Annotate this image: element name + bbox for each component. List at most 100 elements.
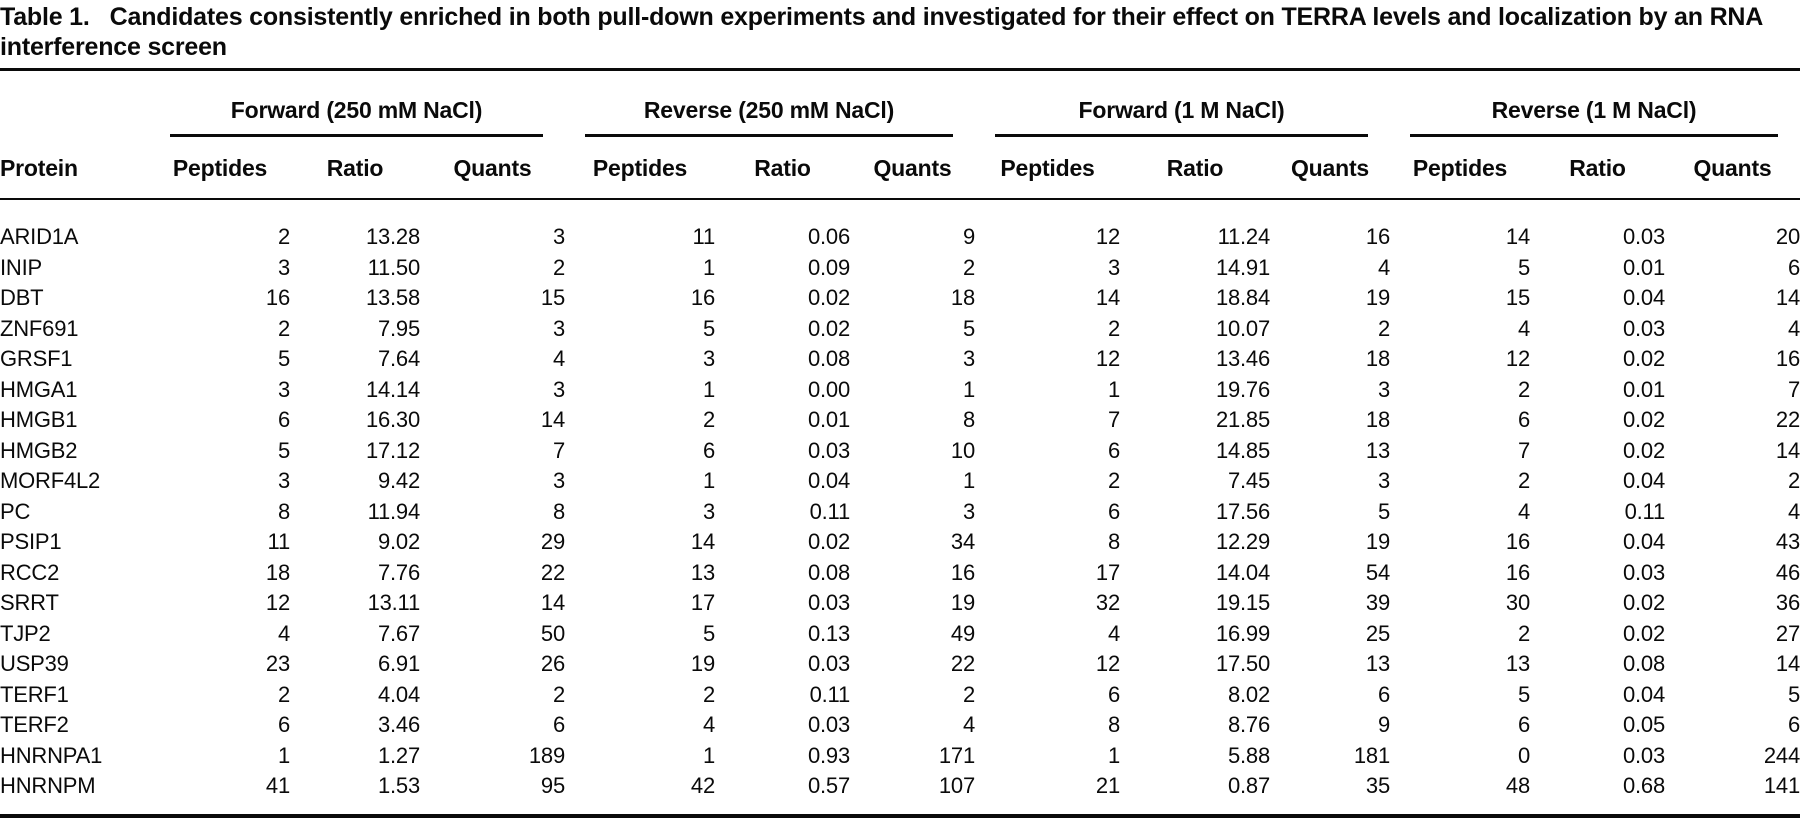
value-cell: 0.93 bbox=[807, 742, 850, 768]
value-cell: 2 bbox=[1377, 315, 1390, 341]
value-cell: 0.03 bbox=[1622, 315, 1665, 341]
group-header-label: Reverse (250 mM NaCl) bbox=[585, 97, 953, 137]
value-cell: 19 bbox=[950, 590, 975, 615]
value-cell: 7.95 bbox=[377, 315, 420, 341]
value-cell: 14 bbox=[1095, 285, 1120, 310]
value-cell: 7 bbox=[1107, 407, 1120, 432]
value-cell: 5 bbox=[702, 620, 715, 646]
value-cell: 13 bbox=[1365, 651, 1390, 676]
value-cell: 18.84 bbox=[1215, 285, 1270, 310]
value-cell: 181 bbox=[1353, 742, 1390, 768]
value-cell: 5.88 bbox=[1227, 742, 1270, 768]
value-cell: 3 bbox=[1377, 376, 1390, 402]
value-cell: 0.04 bbox=[1622, 681, 1665, 707]
value-cell: 1 bbox=[702, 376, 715, 402]
value-cell: 0.00 bbox=[807, 376, 850, 402]
group-header-spacer bbox=[0, 70, 150, 138]
value-cell: 18 bbox=[265, 559, 290, 585]
value-cell: 6 bbox=[1517, 712, 1530, 737]
value-cell: 2 bbox=[1107, 315, 1120, 341]
value-cell: 0.03 bbox=[807, 712, 850, 737]
value-cell: 5 bbox=[1787, 681, 1800, 707]
value-cell: 2 bbox=[277, 681, 290, 707]
value-cell: 12 bbox=[1095, 651, 1120, 676]
value-cell: 7.67 bbox=[377, 620, 420, 646]
value-cell: 35 bbox=[1365, 773, 1390, 798]
table-row: GRSF1 5 7.64 4 3 0.08 3 12 13.46 18 12 0.02 16 bbox=[0, 344, 1800, 375]
value-cell: 25 bbox=[1365, 620, 1390, 646]
value-cell: 54 bbox=[1365, 559, 1390, 585]
value-cell: 0.05 bbox=[1622, 712, 1665, 737]
value-cell: 17.50 bbox=[1215, 651, 1270, 676]
value-cell: 18 bbox=[1365, 407, 1390, 432]
value-cell: 22 bbox=[1775, 407, 1800, 432]
value-cell: 0.03 bbox=[807, 437, 850, 463]
value-cell: 9 bbox=[962, 224, 975, 249]
value-cell: 189 bbox=[528, 742, 565, 768]
table-header: Forward (250 mM NaCl) Reverse (250 mM Na… bbox=[0, 70, 1800, 200]
value-cell: 2 bbox=[277, 224, 290, 249]
value-cell: 0.03 bbox=[807, 651, 850, 676]
value-cell: 13.11 bbox=[367, 590, 421, 615]
value-cell: 14 bbox=[1505, 224, 1530, 249]
value-cell: 1 bbox=[702, 468, 715, 493]
value-cell: 48 bbox=[1505, 773, 1530, 798]
value-cell: 2 bbox=[552, 681, 565, 707]
value-cell: 3 bbox=[1107, 254, 1120, 280]
value-cell: 8 bbox=[1107, 712, 1120, 737]
value-cell: 0.02 bbox=[807, 529, 850, 554]
column-header-protein: Protein bbox=[0, 137, 150, 200]
protein-name-cell: ZNF691 bbox=[0, 315, 79, 341]
value-cell: 8 bbox=[962, 407, 975, 432]
value-cell: 4 bbox=[1787, 498, 1800, 524]
value-cell: 14.85 bbox=[1215, 437, 1270, 463]
value-cell: 171 bbox=[938, 742, 975, 768]
value-cell: 6 bbox=[1787, 254, 1800, 280]
results-table: Forward (250 mM NaCl) Reverse (250 mM Na… bbox=[0, 68, 1800, 818]
protein-name-cell: INIP bbox=[0, 254, 42, 280]
value-cell: 16 bbox=[690, 285, 715, 310]
value-cell: 36 bbox=[1775, 590, 1800, 615]
group-header-forward-1m: Forward (1 M NaCl) bbox=[975, 70, 1390, 137]
value-cell: 3 bbox=[552, 224, 565, 249]
value-cell: 0.87 bbox=[1227, 773, 1270, 798]
value-cell: 4 bbox=[1517, 315, 1530, 341]
group-header-reverse-1m: Reverse (1 M NaCl) bbox=[1390, 70, 1800, 137]
table-row: HNRNPM 41 1.53 95 42 0.57 107 21 0.87 35 48 0.68 141 bbox=[0, 771, 1800, 816]
value-cell: 14 bbox=[690, 529, 715, 554]
column-header-ratio: Ratio bbox=[1120, 137, 1270, 200]
value-cell: 5 bbox=[1517, 681, 1530, 707]
table-row: HMGA1 3 14.14 3 1 0.00 1 1 19.76 3 2 0.01 7 bbox=[0, 375, 1800, 406]
value-cell: 19.76 bbox=[1215, 376, 1270, 402]
value-cell: 29 bbox=[540, 529, 565, 554]
value-cell: 3 bbox=[552, 468, 565, 493]
value-cell: 12 bbox=[1095, 346, 1120, 371]
value-cell: 4 bbox=[702, 712, 715, 737]
value-cell: 3 bbox=[277, 468, 290, 493]
value-cell: 19 bbox=[1365, 285, 1390, 310]
value-cell: 8.02 bbox=[1227, 681, 1270, 707]
protein-name-cell: HMGB2 bbox=[0, 437, 78, 463]
value-cell: 3 bbox=[277, 254, 290, 280]
protein-name-cell: HMGB1 bbox=[0, 407, 78, 432]
table-row: TJP2 4 7.67 50 5 0.13 49 4 16.99 25 2 0.02 27 bbox=[0, 619, 1800, 650]
value-cell: 27 bbox=[1775, 620, 1800, 646]
value-cell: 14.14 bbox=[365, 376, 420, 402]
table-row: PSIP1 11 9.02 29 14 0.02 34 8 12.29 19 16 0.04 43 bbox=[0, 527, 1800, 558]
value-cell: 20 bbox=[1775, 224, 1800, 249]
value-cell: 49 bbox=[950, 620, 975, 646]
protein-name-cell: MORF4L2 bbox=[0, 468, 101, 493]
value-cell: 9.42 bbox=[377, 468, 420, 493]
value-cell: 16 bbox=[265, 285, 290, 310]
value-cell: 1 bbox=[962, 376, 975, 402]
value-cell: 6 bbox=[1377, 681, 1390, 707]
table-row: USP39 23 6.91 26 19 0.03 22 12 17.50 13 13 0.08 14 bbox=[0, 649, 1800, 680]
value-cell: 2 bbox=[962, 681, 975, 707]
value-cell: 11.24 bbox=[1217, 224, 1271, 249]
value-cell: 12.29 bbox=[1215, 529, 1270, 554]
value-cell: 2 bbox=[1107, 468, 1120, 493]
value-cell: 42 bbox=[690, 773, 715, 798]
value-cell: 16 bbox=[1365, 224, 1390, 249]
protein-name-cell: SRRT bbox=[0, 590, 59, 615]
